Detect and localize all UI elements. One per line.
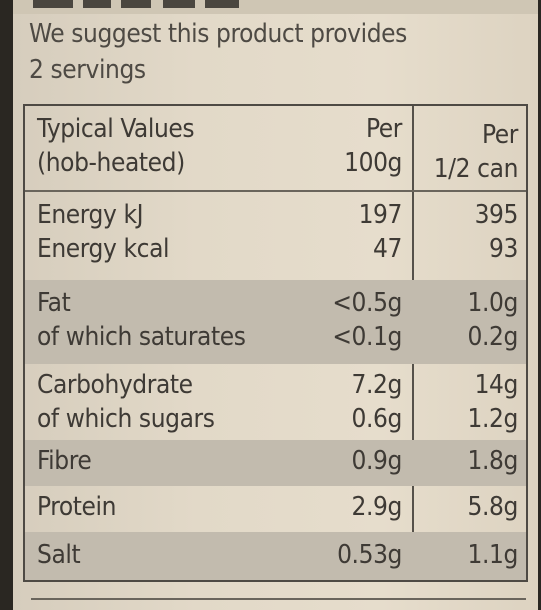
row-per100: 2.9g <box>351 492 403 522</box>
row-per100: <0.5g <box>332 288 402 318</box>
row-name: Fibre <box>37 446 92 476</box>
header-half-can: 1/2 can <box>433 154 519 184</box>
row-name: Protein <box>37 492 117 522</box>
servings-note-line2: 2 servings <box>29 55 146 85</box>
row-perhalf: 395 <box>474 200 519 230</box>
table-header: Typical Values (hob-heated) Per 100g Per… <box>25 106 526 192</box>
header-100g: 100g <box>344 148 402 178</box>
row-name: Energy kcal <box>37 234 170 264</box>
row-perhalf: 1.0g <box>467 288 519 318</box>
row-per100: 0.9g <box>351 446 403 476</box>
row-per100: 7.2g <box>351 370 403 400</box>
row-perhalf: 1.1g <box>467 540 519 570</box>
row-perhalf: 5.8g <box>467 492 519 522</box>
row-perhalf: 93 <box>489 234 518 264</box>
nutrition-label: We suggest this product provides 2 servi… <box>13 0 538 610</box>
table-row-salt: Salt 0.53g 1.1g <box>25 532 526 580</box>
row-perhalf: 14g <box>474 370 519 400</box>
row-per100: 197 <box>358 200 403 230</box>
table-row-fat: Fat <0.5g 1.0g of which saturates <0.1g … <box>25 280 526 364</box>
row-per100: 0.6g <box>351 404 403 434</box>
row-name: Energy kJ <box>37 200 144 230</box>
row-perhalf: 1.2g <box>467 404 519 434</box>
row-per100: <0.1g <box>332 322 402 352</box>
servings-note-line1: We suggest this product provides <box>29 19 407 49</box>
servings-note: We suggest this product provides 2 servi… <box>29 16 407 88</box>
header-hob-heated: (hob-heated) <box>37 148 185 178</box>
cropped-heading-strip <box>13 0 538 14</box>
header-per-half: Per <box>482 120 518 150</box>
header-typical-values: Typical Values <box>37 114 195 144</box>
table-row-protein: Protein 2.9g 5.8g <box>25 486 526 532</box>
row-per100: 47 <box>373 234 402 264</box>
row-name: of which saturates <box>37 322 246 352</box>
bottom-rule <box>31 598 526 600</box>
table-row-carbohydrate: Carbohydrate 7.2g 14g of which sugars 0.… <box>25 364 526 440</box>
nutrition-table: Typical Values (hob-heated) Per 100g Per… <box>23 104 528 582</box>
header-per: Per <box>366 114 402 144</box>
table-row-energy: Energy kJ 197 395 Energy kcal 47 93 <box>25 192 526 280</box>
row-name: Carbohydrate <box>37 370 193 400</box>
row-name: Salt <box>37 540 81 570</box>
row-name: of which sugars <box>37 404 215 434</box>
row-name: Fat <box>37 288 71 318</box>
row-perhalf: 0.2g <box>467 322 519 352</box>
row-perhalf: 1.8g <box>467 446 519 476</box>
table-row-fibre: Fibre 0.9g 1.8g <box>25 440 526 486</box>
row-per100: 0.53g <box>337 540 402 570</box>
